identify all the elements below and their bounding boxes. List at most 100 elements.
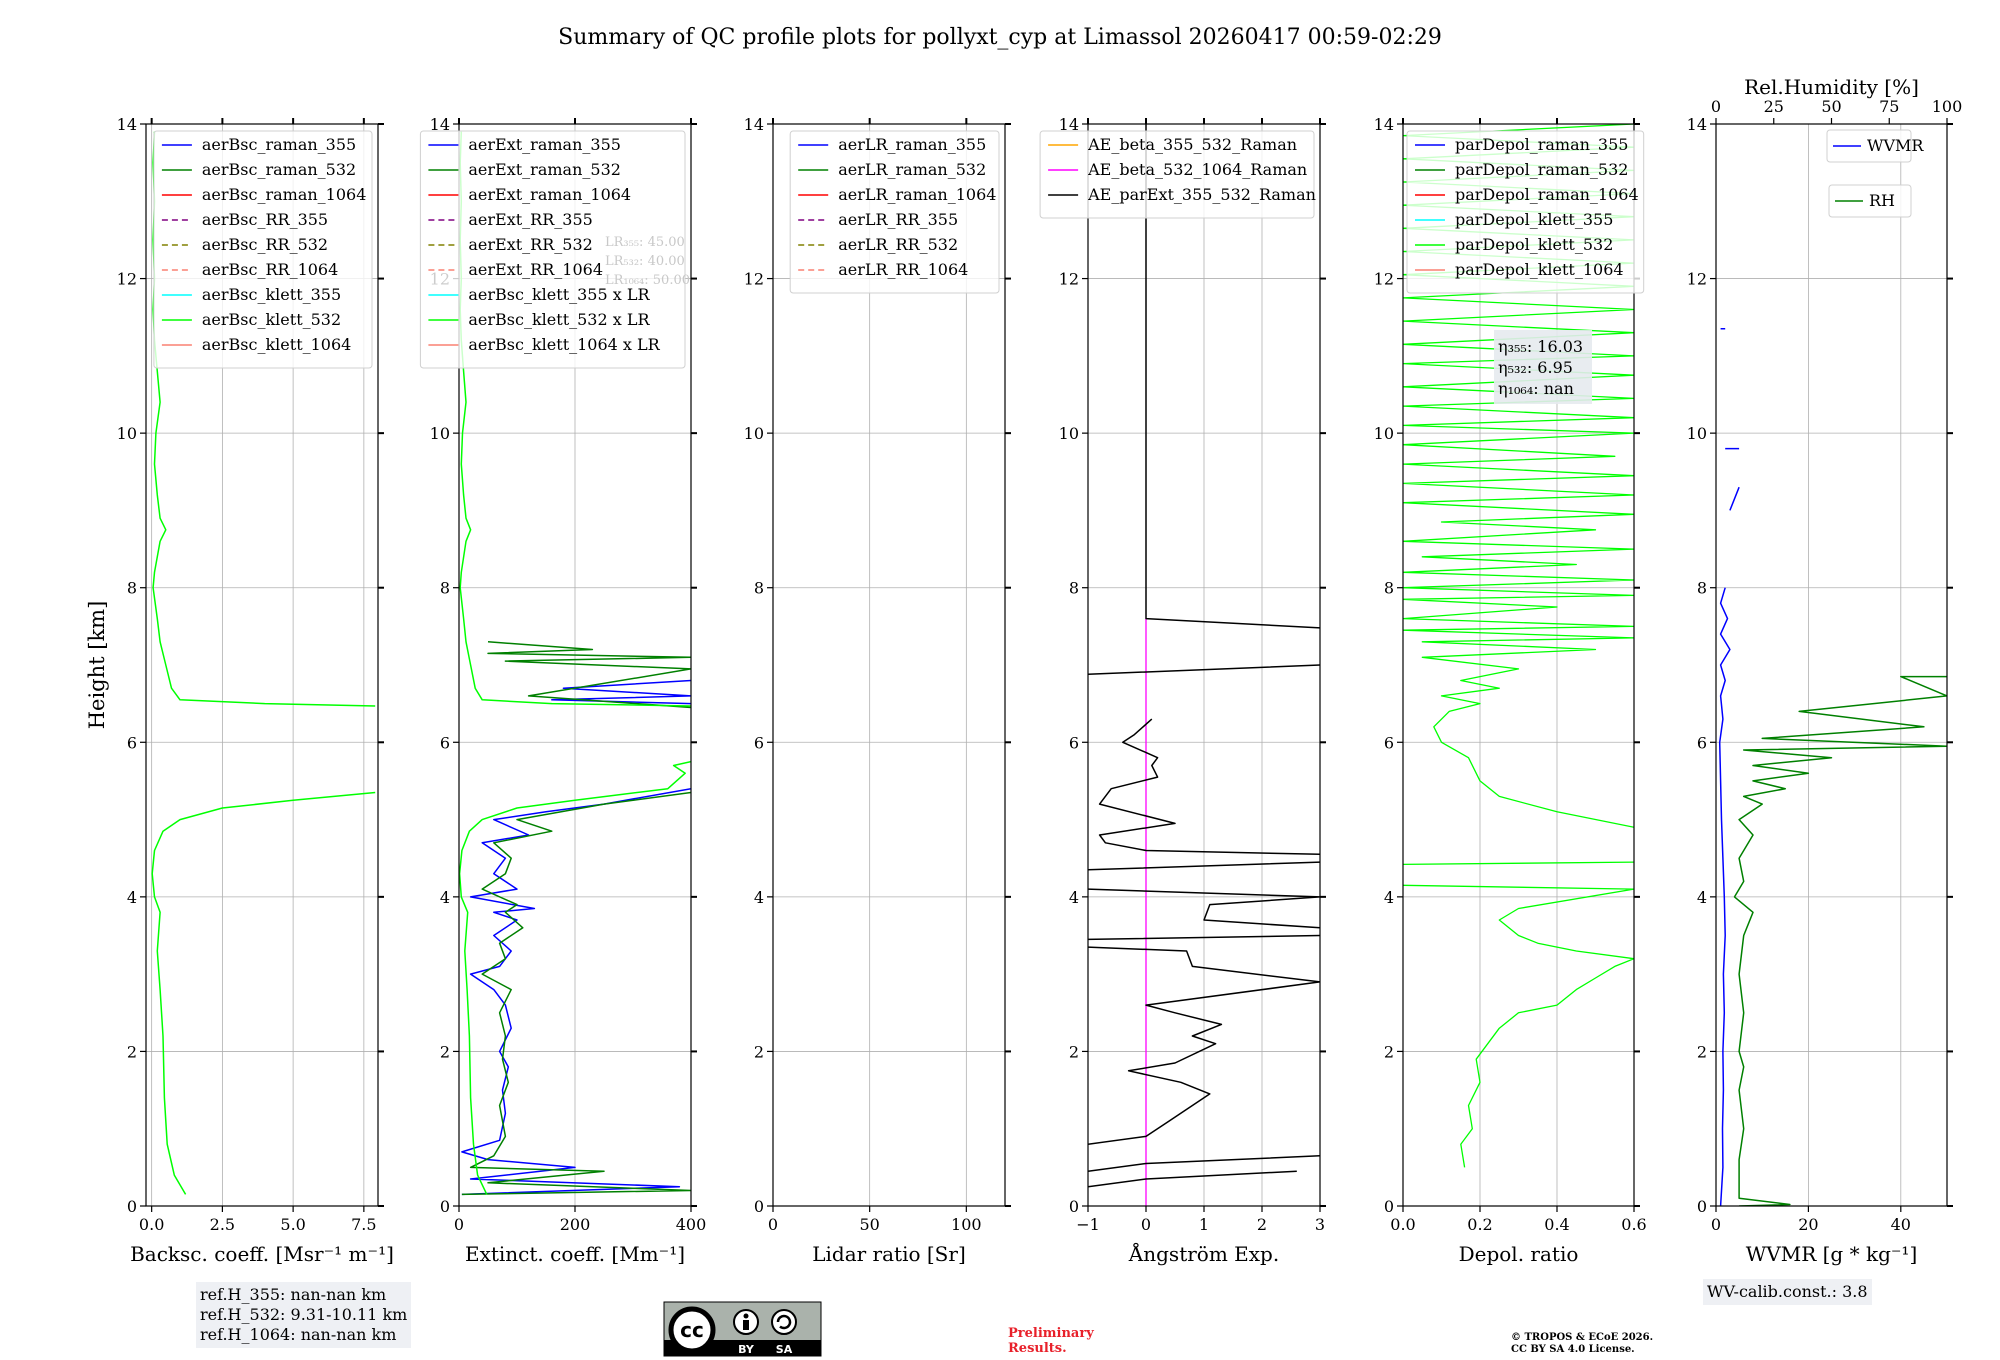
- legend-label: AE_parExt_355_532_Raman: [1087, 185, 1316, 204]
- ytick-label: 0: [1069, 1197, 1079, 1216]
- xtick-label: 0: [768, 1215, 778, 1234]
- ytick-label: 0: [127, 1197, 137, 1216]
- series-group: [1088, 124, 1320, 1206]
- legend-label: aerBsc_klett_355: [202, 285, 341, 304]
- ytick-label: 6: [754, 733, 764, 752]
- ytick-label: 6: [1069, 733, 1079, 752]
- ytick-label: 6: [127, 733, 137, 752]
- annotation-line: LR₅₃₂: 40.00: [605, 254, 685, 269]
- ytick-label: 8: [440, 579, 450, 598]
- legend-label: aerExt_raman_532: [468, 160, 621, 179]
- legend-label: parDepol_klett_355: [1455, 210, 1613, 229]
- series-line-aerExt_raman_355: [461, 679, 691, 1196]
- panel-depol: 0 2 4 6 8 10 12 14 0.0 0.2 0.4 0.6 Depol. ratio parDe…: [1374, 115, 1647, 1266]
- legend: parDepol_raman_355 parDepol_raman_532 parD…: [1406, 130, 1645, 294]
- xtick-label: 0.6: [1621, 1215, 1646, 1234]
- cc-sa-label: SA: [776, 1343, 793, 1356]
- x-axis-label: Depol. ratio: [1459, 1242, 1579, 1266]
- panel-backscatter: 0 2 4 6 8 10 12 14 0.0 2.5 5.0 7.5 Backsc. coeff. [M…: [85, 115, 394, 1266]
- preliminary-line-1: Preliminary: [1008, 1326, 1094, 1341]
- ytick-label: 14: [430, 115, 450, 134]
- x-axis-label: WVMR [g * kg⁻¹]: [1746, 1242, 1918, 1266]
- annotation: η₃₅₅: 16.03 η₅₃₂: 6.95 η₁₀₆₄: nan: [1494, 330, 1592, 404]
- series-group: [459, 131, 691, 1196]
- series-line-aerExt_raman_532: [461, 641, 691, 1196]
- ytick-label: 4: [1697, 888, 1707, 907]
- top-xtick-label: 75: [1879, 97, 1899, 116]
- series-line-WVMR: [1718, 328, 1740, 1206]
- legend: aerExt_raman_355 aerExt_raman_532 aerExt_r…: [419, 130, 686, 369]
- annotation-line: LR₃₅₅: 45.00: [605, 235, 685, 250]
- legend-label: aerExt_RR_355: [468, 210, 592, 229]
- share-alike-icon: [771, 1309, 797, 1335]
- series-group: [1718, 328, 1947, 1206]
- legend-label: aerLR_raman_355: [838, 135, 986, 154]
- legend-box: [1406, 130, 1645, 294]
- ytick-label: 8: [1697, 579, 1707, 598]
- xtick-label: 0.4: [1544, 1215, 1569, 1234]
- ytick-label: 14: [1687, 115, 1707, 134]
- ytick-label: 4: [1384, 888, 1394, 907]
- xtick-label: 50: [859, 1215, 879, 1234]
- annotation: LR₃₅₅: 45.00 LR₅₃₂: 40.00 LR₁₀₆₄: 50.00: [605, 235, 690, 288]
- axes-frame: [1715, 123, 1948, 1207]
- ytick-label: 8: [754, 579, 764, 598]
- xtick-label: 40: [1891, 1215, 1911, 1234]
- ytick-label: 8: [127, 579, 137, 598]
- legend-label: aerExt_RR_532: [468, 235, 592, 254]
- legend-label: AE_beta_532_1064_Raman: [1087, 160, 1307, 179]
- xtick-label: 0.0: [1390, 1215, 1415, 1234]
- xtick-label: 400: [676, 1215, 707, 1234]
- legend-label: aerBsc_RR_1064: [202, 260, 338, 279]
- legend-label: aerExt_RR_1064: [468, 260, 603, 279]
- top-xtick-label: 50: [1821, 97, 1841, 116]
- legend-label: aerExt_raman_1064: [468, 185, 631, 204]
- ytick-label: 12: [744, 270, 764, 289]
- legend-label: aerBsc_RR_355: [202, 210, 328, 229]
- legend-label: aerBsc_raman_355: [202, 135, 356, 154]
- xtick-label: 20: [1798, 1215, 1818, 1234]
- legend-box: [419, 130, 686, 369]
- figure-title: Summary of QC profile plots for pollyxt_…: [558, 25, 1442, 50]
- legend-label: aerBsc_klett_1064 x LR: [468, 335, 660, 354]
- xtick-label: −1: [1076, 1215, 1100, 1234]
- annotation-line: η₁₀₆₄: nan: [1498, 379, 1574, 398]
- share-alike-arc: [776, 1314, 792, 1330]
- ytick-label: 10: [117, 424, 137, 443]
- ytick-label: 10: [1687, 424, 1707, 443]
- xtick-label: 7.5: [351, 1215, 376, 1234]
- ytick-label: 4: [1069, 888, 1079, 907]
- series-line-RH: [1733, 675, 1947, 1206]
- attribution-head: [743, 1313, 749, 1319]
- ytick-label: 2: [127, 1042, 137, 1061]
- legend-label: parDepol_klett_532: [1455, 235, 1613, 254]
- series-line-AE_parExt_355_532_Raman: [1088, 124, 1320, 1188]
- ytick-label: 0: [440, 1197, 450, 1216]
- xtick-label: 2.5: [210, 1215, 235, 1234]
- ytick-label: 4: [754, 888, 764, 907]
- ytick-label: 8: [1069, 579, 1079, 598]
- legend-label: parDepol_raman_355: [1455, 135, 1628, 154]
- cc-by-label: BY: [738, 1343, 755, 1356]
- legend-label: parDepol_raman_532: [1455, 160, 1628, 179]
- legend-label: aerLR_RR_532: [838, 235, 958, 254]
- copyright-note: © TROPOS & ECoE 2026. CC BY SA 4.0 Licen…: [1511, 1332, 1653, 1356]
- ytick-label: 14: [1059, 115, 1079, 134]
- legend-label: WVMR: [1867, 136, 1924, 155]
- legend-label: AE_beta_355_532_Raman: [1087, 135, 1297, 154]
- ytick-label: 0: [1384, 1197, 1394, 1216]
- xtick-label: 0.0: [139, 1215, 164, 1234]
- ytick-label: 4: [440, 888, 450, 907]
- legend-box: [789, 130, 1000, 294]
- xtick-label: 0.2: [1467, 1215, 1492, 1234]
- legend-label: aerLR_RR_355: [838, 210, 958, 229]
- legend: aerBsc_raman_355 aerBsc_raman_532 aerBsc_r…: [153, 130, 373, 369]
- preliminary-note: Preliminary Results.: [1008, 1326, 1094, 1356]
- ytick-label: 6: [1384, 733, 1394, 752]
- legend-box: [1828, 184, 1912, 218]
- top-xtick-label: 0: [1711, 97, 1721, 116]
- copyright-line-2: CC BY SA 4.0 License.: [1511, 1344, 1635, 1355]
- xtick-label: 2: [1257, 1215, 1267, 1234]
- top-xtick-label: 25: [1764, 97, 1784, 116]
